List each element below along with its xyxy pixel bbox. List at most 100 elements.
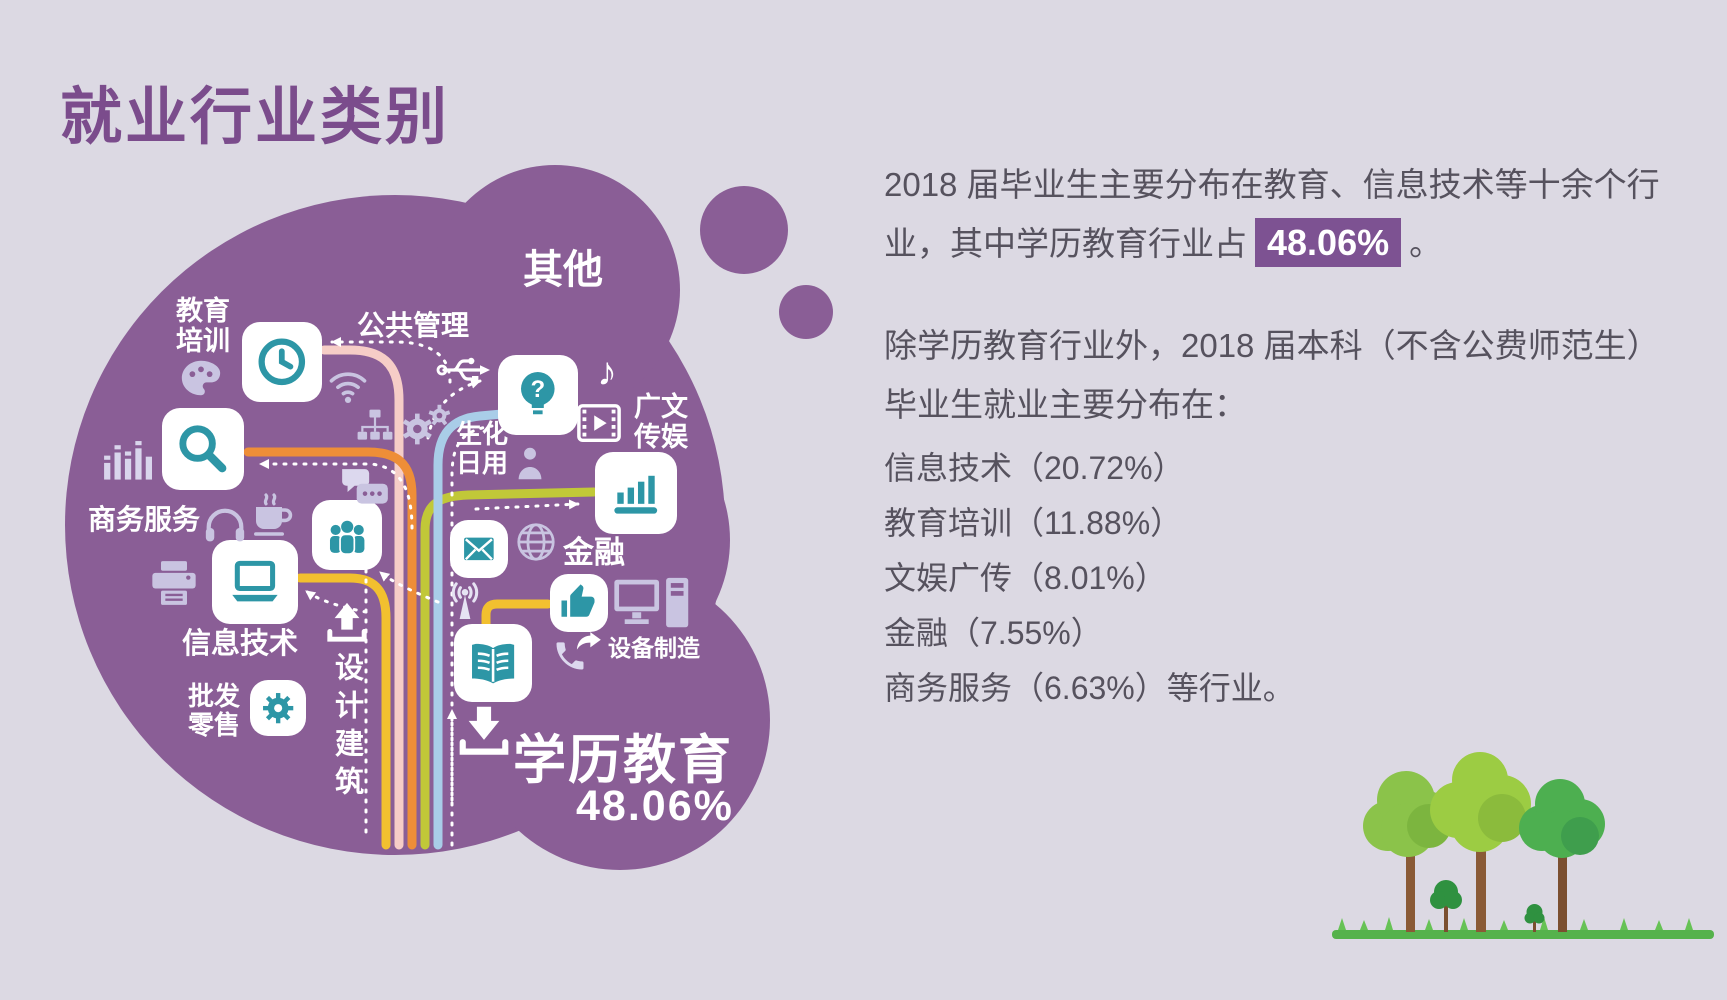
phone-icon-wrap: [552, 638, 588, 674]
industry-item: 信息技术（20.72%）: [884, 449, 1185, 486]
industry-list: 信息技术（20.72%） 教育培训（11.88%） 文娱广传（8.01%） 金融…: [884, 441, 1674, 716]
page-title: 就业行业类别: [60, 83, 451, 152]
chat-icon: [342, 469, 388, 504]
tree-small: [1430, 880, 1462, 932]
tile-bulb: ?: [498, 355, 578, 435]
globe-icon: [517, 523, 555, 561]
clock-icon: [258, 338, 306, 386]
satellite-circle-small: [779, 285, 833, 339]
download-icon-wrap: [458, 702, 510, 758]
tree-right: [1519, 779, 1605, 932]
label-finance: 金融: [563, 535, 625, 570]
laptop-icon: [232, 560, 278, 602]
person-icon-wrap: [516, 444, 544, 482]
bulb-question-icon: ?: [521, 372, 555, 415]
tile-clock: [242, 322, 322, 402]
paragraph-summary: 2018 届毕业生主要分布在教育、信息技术等十余个行业，其中学历教育行业占 48.…: [884, 156, 1674, 273]
bubble-illustration: [65, 165, 833, 870]
grass: [1332, 917, 1714, 939]
palette-icon-wrap: [178, 358, 224, 398]
sitemap-icon: [357, 409, 393, 440]
pc-icon-wrap: [612, 576, 692, 632]
coffee-icon-wrap: [248, 492, 296, 538]
industry-item: 教育培训（11.88%）: [884, 504, 1183, 541]
label-design-construction: 设计建筑: [330, 652, 363, 804]
label-business-service: 商务服务: [88, 504, 201, 535]
industry-item: 商务服务（6.63%）等行业。: [884, 670, 1295, 707]
sitemap-icon-wrap: [356, 408, 394, 442]
phone-icon: [556, 642, 584, 670]
label-biochem-daily: 生化 日用: [456, 419, 509, 479]
wifi-icon: [329, 372, 367, 403]
share-arrow-icon-wrap: [574, 630, 602, 656]
tree-center: [1430, 752, 1531, 932]
download-icon: [459, 706, 509, 755]
branch-blue: [433, 409, 507, 850]
label-other: 其他: [523, 248, 603, 292]
headphones-icon-wrap: [202, 504, 248, 542]
right-text-panel: 2018 届毕业生主要分布在教育、信息技术等十余个行业，其中学历教育行业占 48.…: [884, 156, 1674, 716]
summary-text-after: 。: [1409, 224, 1443, 262]
chat-icon-wrap: [338, 466, 392, 510]
industry-item: 金融（7.55%）: [884, 615, 1103, 652]
label-media-ent: 广文 传娱: [634, 392, 688, 453]
tile-book: [454, 624, 532, 702]
svg-text:?: ?: [531, 376, 546, 403]
tile-gear: [250, 680, 306, 736]
printer-icon-wrap: [148, 560, 200, 606]
envelope-icon: [464, 537, 494, 561]
headphones-icon: [205, 508, 245, 542]
summary-text-before: 2018 届毕业生主要分布在教育、信息技术等十余个行业，其中学历教育行业占: [884, 166, 1660, 262]
tile-group: [312, 500, 382, 570]
branch-yellow: [295, 573, 391, 850]
antenna-icon-wrap: [444, 576, 486, 624]
label-edu-training: 教育 培训: [176, 296, 230, 357]
group-icon: [329, 520, 365, 555]
tile-bar-chart: [595, 452, 677, 534]
tile-envelope: [450, 520, 508, 578]
label-degree-edu: 学历教育: [513, 731, 733, 790]
branch-yellow-thumb: [481, 599, 553, 645]
tree-left: [1363, 771, 1453, 932]
branch-lines: [243, 345, 599, 850]
search-icon: [179, 425, 227, 473]
tree-tiny: [1524, 904, 1545, 932]
usb-icon: [436, 357, 490, 383]
wifi-icon-wrap: [326, 368, 370, 404]
open-book-icon: [471, 643, 515, 684]
branch-orange: [243, 447, 417, 850]
industry-item: 文娱广传（8.01%）: [884, 560, 1167, 596]
label-equipment-mfg: 设备制造: [608, 635, 700, 661]
tile-thumb: [550, 574, 608, 632]
bar-chart-icon: [614, 476, 658, 515]
label-info-tech: 信息技术: [182, 628, 299, 660]
coffee-icon: [254, 493, 293, 536]
share-arrow-icon: [576, 632, 601, 650]
trees-illustration: [1332, 752, 1714, 939]
upload-icon: [327, 603, 367, 642]
tile-search: [162, 408, 244, 490]
printer-icon: [152, 561, 196, 606]
pc-icon: [614, 577, 689, 628]
satellite-circle-large: [700, 186, 788, 274]
palette-icon: [181, 360, 221, 396]
dashed-arrows: [258, 337, 580, 847]
antenna-icon: [451, 582, 479, 620]
upload-icon-wrap: [326, 600, 368, 648]
usb-icon-wrap: [436, 352, 492, 388]
label-wholesale-retail: 批发 零售: [188, 681, 241, 741]
equalizer-icon-wrap: [102, 440, 152, 482]
gears-icon: [402, 404, 450, 445]
paragraph-detail: 除学历教育行业外，2018 届本科（不含公费师范生）毕业生就业主要分布在：: [884, 327, 1660, 424]
music-note-icon: ♪: [597, 350, 617, 394]
film-icon: [577, 404, 621, 442]
film-icon-wrap: [576, 402, 622, 444]
tile-laptop: [212, 540, 298, 624]
label-public-admin: 公共管理: [357, 310, 470, 341]
paragraph-gap: [884, 273, 1674, 317]
gears-icon-wrap: [400, 404, 450, 446]
branch-pink: [319, 345, 404, 850]
highlight-percentage: 48.06%: [1255, 217, 1402, 267]
equalizer-icon: [104, 441, 152, 480]
